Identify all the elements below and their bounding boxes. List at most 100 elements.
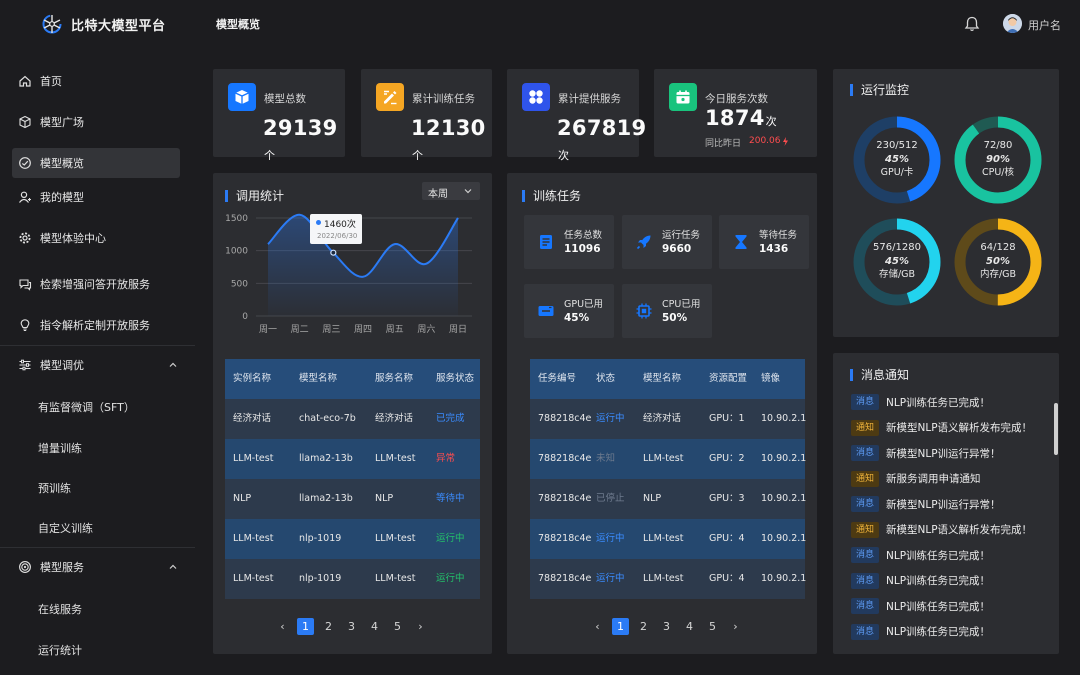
x-tick-label: 周二	[291, 324, 309, 335]
sidebar-sub-incremental[interactable]: 增量训练	[38, 442, 82, 455]
home-icon	[19, 75, 31, 87]
tile-value: 1436	[759, 243, 789, 255]
gauge-ratio: 230/512	[876, 140, 918, 151]
message-item[interactable]: 通知 新模型NLP语义解析发布完成！	[851, 521, 1032, 538]
avatar[interactable]	[1003, 14, 1022, 33]
sliders-icon	[19, 359, 31, 371]
gauge-fill	[853, 218, 941, 306]
table-cell: 经济对话	[375, 413, 414, 424]
user-icon	[19, 191, 31, 203]
table-row[interactable]: 788218c4e 未知 LLM-test GPU：2 10.90.2.1	[530, 439, 806, 479]
prev-page-icon[interactable]: ‹	[595, 620, 600, 633]
table-row[interactable]: 788218c4e 运行中 LLM-test GPU：4 10.90.2.1	[530, 559, 806, 599]
sidebar-item-label: 模型调优	[40, 359, 84, 372]
message-tag: 消息	[851, 598, 879, 614]
status-cell: 运行中	[596, 573, 625, 584]
sidebar-item-model-square[interactable]: 模型广场	[12, 107, 180, 137]
column-header: 状态	[596, 373, 616, 384]
page-number[interactable]: 5	[709, 620, 716, 633]
message-tag: 消息	[851, 623, 879, 640]
table-row[interactable]: LLM-test nlp-1019 LLM-test 运行中	[225, 519, 480, 559]
column-header: 服务名称	[375, 373, 414, 384]
page-number[interactable]: 3	[348, 620, 355, 633]
column-header: 任务编号	[538, 373, 577, 384]
sidebar-sub-pretrain[interactable]: 预训练	[38, 482, 71, 495]
column-header: 镜像	[761, 373, 781, 384]
gpu-icon	[538, 306, 554, 316]
sidebar-item-label: 模型概览	[40, 157, 84, 170]
page-number[interactable]: 2	[325, 620, 332, 633]
gauge-percent: 45%	[885, 256, 909, 267]
grid-icon	[522, 83, 550, 111]
message-item[interactable]: 通知 新服务调用申请通知	[851, 470, 981, 487]
x-tick-label: 周四	[354, 324, 372, 335]
chevron-up-icon[interactable]	[168, 562, 178, 572]
message-item[interactable]: 消息 新模型NLP训运行异常！	[851, 445, 1001, 461]
table-row[interactable]: NLP llama2-13b NLP 等待中	[225, 479, 480, 519]
gauge-2	[853, 218, 941, 306]
message-item[interactable]: 消息 新模型NLP训运行异常！	[851, 496, 1001, 512]
table-row[interactable]: LLM-test nlp-1019 LLM-test 运行中	[225, 559, 480, 599]
message-item[interactable]: 消息 NLP训练任务已完成！	[851, 623, 990, 640]
message-item[interactable]: 消息 NLP训练任务已完成！	[851, 547, 990, 563]
sidebar-item-home[interactable]: 首页	[12, 66, 180, 96]
message-text: 新模型NLP训运行异常！	[886, 498, 1001, 511]
y-tick-label: 0	[242, 312, 248, 322]
message-item[interactable]: 消息 NLP训练任务已完成！	[851, 394, 990, 410]
sidebar-sub-run-stats[interactable]: 运行统计	[38, 644, 82, 657]
table-cell: NLP	[643, 493, 662, 504]
sidebar-item-my-models[interactable]: 我的模型	[12, 182, 180, 212]
stat-value: 1874次	[705, 106, 777, 130]
page-number[interactable]: 1	[297, 618, 314, 635]
next-page-icon[interactable]: ›	[418, 620, 423, 633]
page-number[interactable]: 2	[640, 620, 647, 633]
table-row[interactable]: 788218c4e 运行中 经济对话 GPU：1 10.90.2.1	[530, 399, 806, 439]
sidebar-item-instruction-service[interactable]: 指令解析定制开放服务	[12, 310, 180, 340]
sidebar-item-label: 指令解析定制开放服务	[40, 319, 150, 332]
sidebar-sub-sft[interactable]: 有监督微调（SFT）	[38, 401, 135, 414]
sidebar-item-experience-center[interactable]: 模型体验中心	[12, 223, 180, 253]
message-tag: 消息	[851, 445, 879, 461]
scrollbar-thumb[interactable]	[1054, 403, 1058, 455]
sidebar-item-model-overview[interactable]: 模型概览	[12, 148, 180, 178]
gauge-label: CPU/核	[981, 167, 1015, 178]
period-select[interactable]: 本周	[422, 182, 480, 200]
table-cell: GPU：3	[709, 493, 745, 504]
table-row[interactable]: 经济对话 chat-eco-7b 经济对话 已完成	[225, 399, 480, 439]
y-tick-label: 1000	[225, 247, 248, 257]
series-line	[267, 213, 459, 278]
status-cell: 已完成	[436, 413, 465, 424]
message-item[interactable]: 消息 NLP训练任务已完成！	[851, 598, 990, 614]
table-cell: LLM-test	[375, 573, 416, 584]
sidebar-item-model-service[interactable]: 模型服务	[12, 552, 180, 582]
table-cell: 788218c4e	[538, 493, 592, 504]
sidebar-item-model-tuning[interactable]: 模型调优	[12, 350, 180, 380]
table-row[interactable]: 788218c4e 运行中 LLM-test GPU：4 10.90.2.1	[530, 519, 806, 559]
page-number[interactable]: 3	[663, 620, 670, 633]
message-item[interactable]: 消息 NLP训练任务已完成！	[851, 572, 990, 589]
bell-icon[interactable]	[963, 15, 981, 33]
chevron-up-icon[interactable]	[168, 360, 178, 370]
sidebar-item-rag-service[interactable]: 检索增强问答开放服务	[12, 269, 180, 299]
hover-point[interactable]	[330, 249, 337, 256]
sidebar-sub-online-service[interactable]: 在线服务	[38, 603, 82, 616]
table-row[interactable]: 788218c4e 已停止 NLP GPU：3 10.90.2.1	[530, 479, 806, 519]
next-page-icon[interactable]: ›	[733, 620, 738, 633]
table-header: 实例名称 模型名称 服务名称 服务状态	[225, 359, 480, 399]
tooltip-date: 2022/06/30	[317, 232, 358, 240]
message-text: NLP训练任务已完成！	[886, 600, 991, 613]
stat-card-training-total: 累计训练任务 12130个	[361, 69, 492, 162]
page-number[interactable]: 4	[371, 620, 378, 633]
avatar-face-icon	[1003, 14, 1022, 33]
status-cell: 等待中	[436, 493, 465, 504]
page-number[interactable]: 4	[686, 620, 693, 633]
message-tag: 通知	[851, 419, 879, 436]
prev-page-icon[interactable]: ‹	[280, 620, 285, 633]
gauge-label: 存储/GB	[878, 269, 916, 280]
username[interactable]: 用户名	[1028, 19, 1061, 32]
page-number[interactable]: 5	[394, 620, 401, 633]
sidebar-sub-custom[interactable]: 自定义训练	[38, 522, 93, 535]
table-row[interactable]: LLM-test llama2-13b LLM-test 异常	[225, 439, 480, 479]
message-item[interactable]: 通知 新模型NLP语义解析发布完成！	[851, 419, 1032, 436]
page-number[interactable]: 1	[612, 618, 629, 635]
